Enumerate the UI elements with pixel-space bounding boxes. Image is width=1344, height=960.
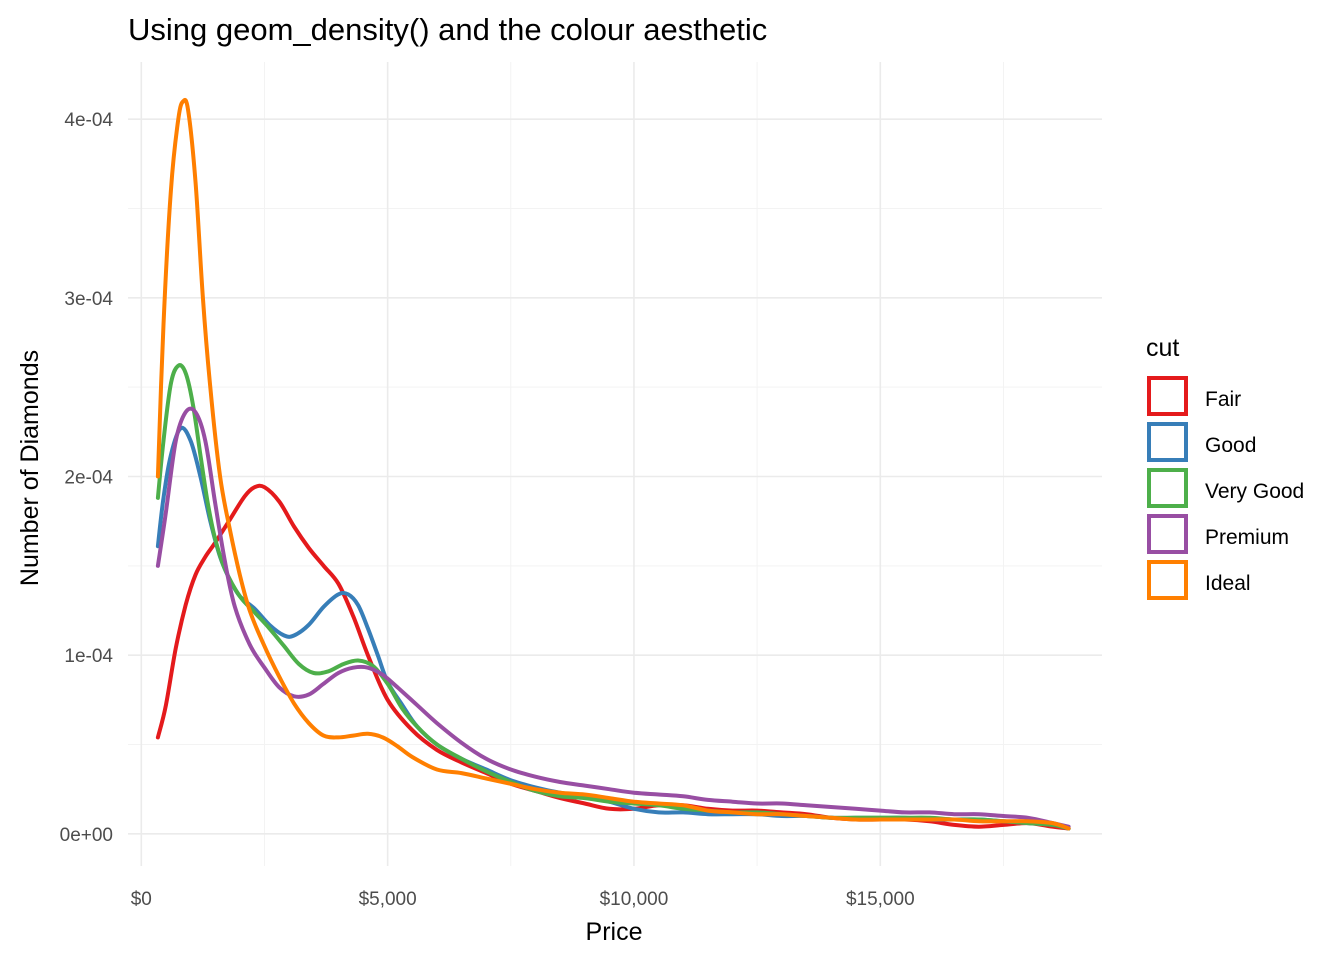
legend-key-good — [1147, 422, 1188, 462]
x-tick-label: $0 — [131, 889, 152, 910]
legend-key-ideal — [1147, 560, 1188, 600]
density-line-ideal — [155, 97, 1071, 831]
legend-label-premium: Premium — [1205, 526, 1289, 549]
y-tick-label: 2e-04 — [64, 468, 113, 489]
minor-gridlines — [128, 62, 1102, 866]
legend-key-fair — [1147, 376, 1188, 416]
y-tick-label: 0e+00 — [60, 825, 113, 846]
x-tick-label: $15,000 — [846, 889, 915, 910]
y-tick-label: 1e-04 — [64, 646, 113, 667]
y-axis-title: Number of Diamonds — [16, 350, 44, 586]
legend-label-very-good: Very Good — [1205, 480, 1304, 503]
x-axis-ticks: $0 $5,000 $10,000 $15,000 — [131, 889, 915, 910]
y-axis-ticks: 0e+00 1e-04 2e-04 3e-04 4e-04 — [60, 110, 114, 846]
density-line-premium — [155, 406, 1071, 829]
legend: cut Fair Good Very Good Premium Ideal — [1146, 334, 1304, 600]
legend-label-good: Good — [1205, 434, 1256, 457]
legend-label-fair: Fair — [1205, 388, 1241, 411]
legend-key-premium — [1147, 514, 1188, 554]
legend-title: cut — [1146, 334, 1179, 362]
legend-label-ideal: Ideal — [1205, 572, 1251, 595]
density-line-very-good — [155, 363, 1071, 831]
major-gridlines — [128, 62, 1102, 866]
legend-key-very-good — [1147, 468, 1188, 508]
x-axis-title: Price — [586, 918, 643, 946]
density-lines — [155, 97, 1071, 831]
chart-title: Using geom_density() and the colour aest… — [128, 12, 767, 47]
y-tick-label: 4e-04 — [64, 110, 113, 131]
x-tick-label: $5,000 — [359, 889, 417, 910]
x-tick-label: $10,000 — [600, 889, 669, 910]
y-tick-label: 3e-04 — [64, 289, 113, 310]
density-line-good — [155, 425, 1071, 831]
